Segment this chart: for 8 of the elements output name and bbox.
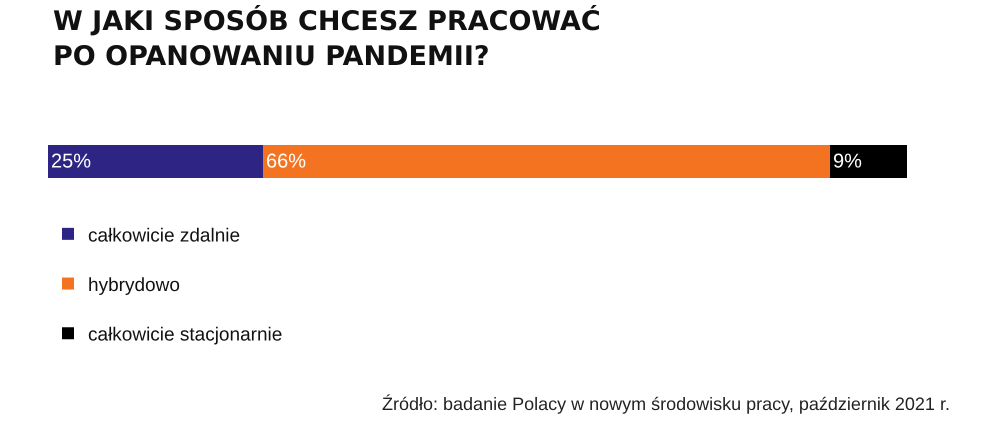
text: Źródło: badanie Polacy w nowym środowisku pracy, październik 2021 r.	[382, 394, 950, 414]
legend-label: hybrydowo	[88, 274, 180, 296]
chart-title: W JAKI SPOSÓB CHCESZ PRACOWAĆ PO OPANOWANIU PANDEMII?	[53, 4, 601, 72]
legend-label: całkowicie zdalnie	[88, 225, 240, 246]
data-label: 66%	[266, 150, 306, 172]
legend-label: całkowicie stacjonarnie	[88, 324, 282, 346]
data-label: 9%	[833, 150, 862, 172]
data-label: 25%	[51, 150, 92, 172]
